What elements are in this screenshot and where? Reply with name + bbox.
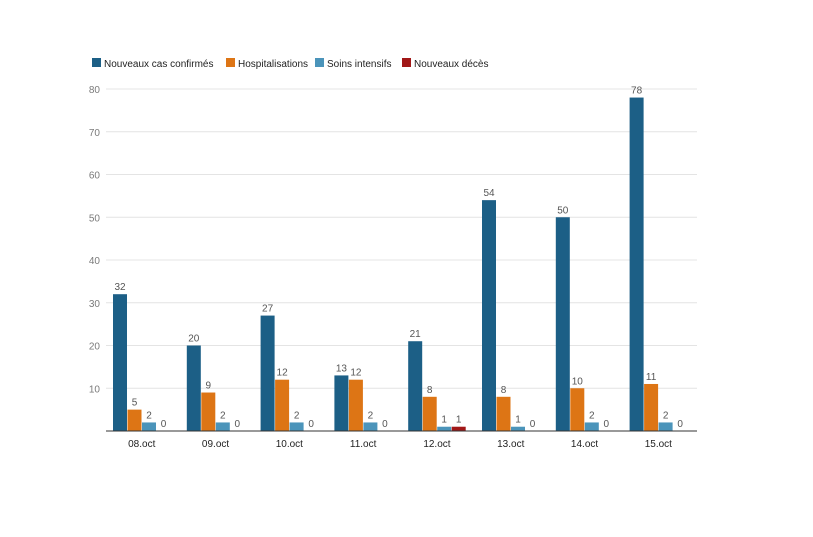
data-label: 0 <box>308 419 314 430</box>
legend-swatch <box>226 58 235 67</box>
bars <box>113 97 673 432</box>
data-label: 1 <box>441 415 447 426</box>
x-tick-label: 15.oct <box>645 439 672 450</box>
bar <box>289 422 304 431</box>
y-tick-label: 10 <box>89 384 101 395</box>
bar <box>334 375 349 431</box>
y-tick-label: 50 <box>89 213 101 224</box>
bar <box>451 426 466 431</box>
data-label: 0 <box>235 419 241 430</box>
bar <box>260 315 275 431</box>
data-label: 2 <box>589 410 595 421</box>
x-tick-label: 09.oct <box>202 439 229 450</box>
data-label: 12 <box>277 368 289 379</box>
data-label: 13 <box>336 363 348 374</box>
data-label: 10 <box>572 376 584 387</box>
bar <box>570 388 585 431</box>
bar <box>422 396 437 431</box>
data-label: 1 <box>456 415 462 426</box>
legend-swatch <box>92 58 101 67</box>
data-label: 2 <box>220 410 226 421</box>
bar <box>275 379 290 431</box>
x-tick-label: 08.oct <box>128 439 155 450</box>
data-label: 20 <box>188 334 200 345</box>
data-label: 2 <box>663 410 669 421</box>
x-axis-ticks: 08.oct 09.oct 10.oct 11.oct 12.oct 13.oct 14.o… <box>128 439 672 450</box>
legend: Nouveaux cas confirmés Hospitalisations So… <box>92 58 489 70</box>
data-label: 0 <box>530 419 536 430</box>
legend-label: Hospitalisations <box>238 59 308 70</box>
bar <box>658 422 673 431</box>
data-label: 21 <box>410 329 422 340</box>
x-tick-label: 11.oct <box>350 439 377 450</box>
data-label: 0 <box>604 419 610 430</box>
bar <box>186 345 201 431</box>
y-tick-label: 40 <box>89 256 101 267</box>
data-label: 12 <box>350 368 362 379</box>
data-label: 50 <box>557 205 569 216</box>
data-label: 8 <box>427 385 433 396</box>
legend-swatch <box>315 58 324 67</box>
x-tick-label: 14.oct <box>571 439 598 450</box>
data-label: 9 <box>206 381 212 392</box>
bar <box>348 379 363 431</box>
y-tick-label: 60 <box>89 171 101 182</box>
data-label: 8 <box>501 385 507 396</box>
data-label: 5 <box>132 398 138 409</box>
data-label: 27 <box>262 304 274 315</box>
bar <box>555 217 570 431</box>
data-label: 2 <box>146 410 152 421</box>
bar <box>437 426 452 431</box>
y-axis-ticks: 10 20 30 40 50 60 70 80 <box>89 85 101 395</box>
bar <box>142 422 156 431</box>
gridlines <box>106 88 697 389</box>
data-label: 0 <box>382 419 388 430</box>
data-label: 2 <box>294 410 300 421</box>
legend-label: Soins intensifs <box>327 59 391 70</box>
bar <box>644 383 659 431</box>
bar <box>127 409 142 431</box>
data-label: 1 <box>515 415 521 426</box>
y-tick-label: 30 <box>89 299 101 310</box>
legend-swatch <box>402 58 411 67</box>
data-label: 78 <box>631 86 643 97</box>
data-label: 54 <box>483 188 495 199</box>
bar <box>629 97 644 432</box>
data-label: 32 <box>114 282 126 293</box>
data-label: 11 <box>646 372 657 383</box>
bar <box>201 392 216 431</box>
y-tick-label: 80 <box>89 85 101 96</box>
bar <box>113 294 127 431</box>
data-label: 0 <box>677 419 683 430</box>
legend-label: Nouveaux cas confirmés <box>104 59 214 70</box>
data-label: 0 <box>161 419 167 430</box>
bar <box>408 341 423 431</box>
legend-label: Nouveaux décès <box>414 59 489 70</box>
bar <box>511 426 525 431</box>
x-tick-label: 12.oct <box>423 439 450 450</box>
y-tick-label: 70 <box>89 128 101 139</box>
bar <box>215 422 230 431</box>
bar <box>482 200 496 431</box>
bar <box>584 422 599 431</box>
bar <box>496 396 511 431</box>
bar <box>363 422 378 431</box>
x-tick-label: 10.oct <box>276 439 303 450</box>
data-label: 2 <box>368 410 374 421</box>
y-tick-label: 20 <box>89 342 101 353</box>
x-tick-label: 13.oct <box>497 439 524 450</box>
